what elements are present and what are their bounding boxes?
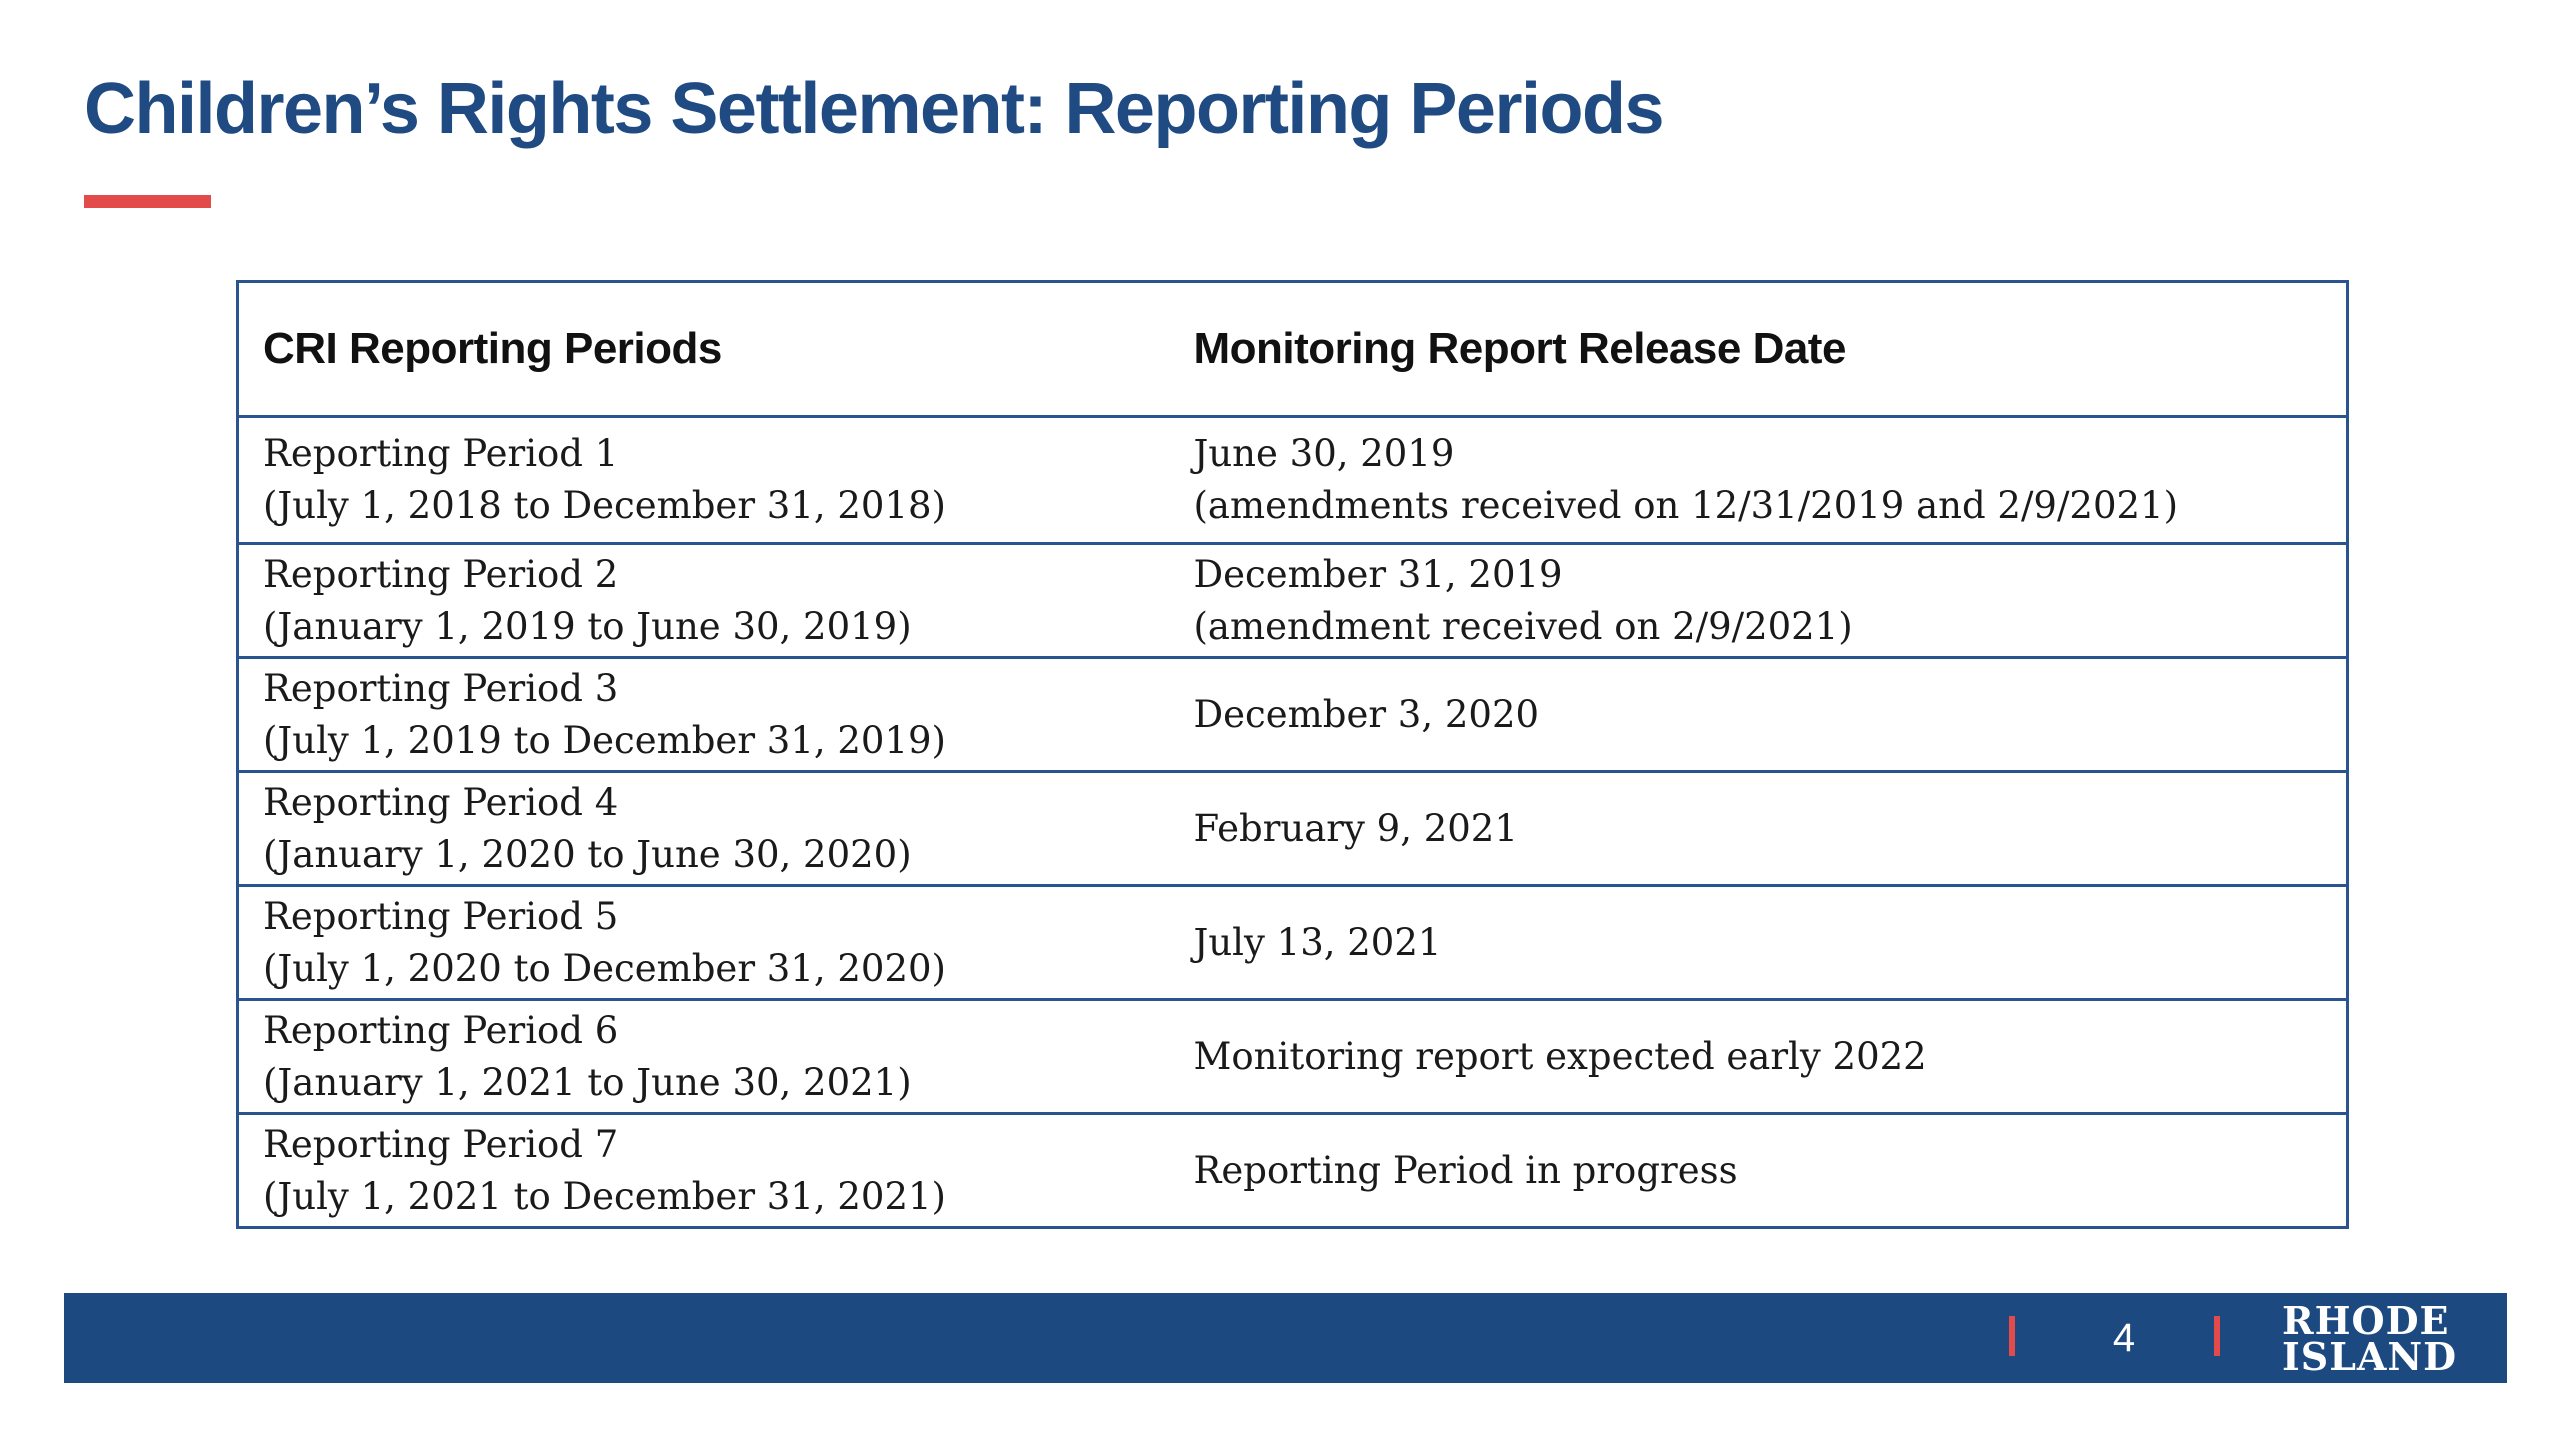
column-header: Monitoring Report Release Date — [1169, 281, 2348, 418]
page-number: 4 — [2112, 1316, 2136, 1360]
release-date: December 3, 2020 — [1193, 692, 1540, 736]
period-range: (July 1, 2021 to December 31, 2021) — [263, 1174, 946, 1218]
table-row: Reporting Period 1 (July 1, 2018 to Dece… — [238, 417, 2348, 544]
table-header-row: CRI Reporting Periods Monitoring Report … — [237, 281, 2348, 418]
release-cell: February 9, 2021 — [1169, 770, 2348, 886]
release-cell: December 3, 2020 — [1169, 656, 2348, 772]
period-cell: Reporting Period 4 (January 1, 2020 to J… — [237, 770, 1170, 886]
period-range: (July 1, 2018 to December 31, 2018) — [263, 484, 946, 527]
reporting-periods-table: CRI Reporting Periods Monitoring Report … — [236, 280, 2349, 1229]
period-name: Reporting Period 4 — [263, 780, 619, 824]
release-cell: Reporting Period in progress — [1169, 1112, 2348, 1228]
release-date: December 31, 2019 — [1193, 552, 1563, 596]
release-cell: December 31, 2019 (amendment received on… — [1169, 542, 2348, 658]
footer-divider — [2009, 1316, 2015, 1356]
period-range: (July 1, 2019 to December 31, 2019) — [263, 718, 946, 762]
period-cell: Reporting Period 2 (January 1, 2019 to J… — [237, 542, 1170, 658]
release-cell: July 13, 2021 — [1169, 884, 2348, 1000]
period-cell: Reporting Period 6 (January 1, 2021 to J… — [237, 998, 1170, 1114]
release-date: June 30, 2019 — [1193, 432, 1455, 475]
release-note: (amendments received on 12/31/2019 and 2… — [1193, 484, 2179, 527]
period-name: Reporting Period 3 — [263, 666, 619, 710]
period-name: Reporting Period 1 — [263, 432, 619, 475]
rhode-island-logo: RHODE ISLAND — [2282, 1298, 2458, 1379]
period-cell: Reporting Period 5 (July 1, 2020 to Dece… — [237, 884, 1170, 1000]
release-cell: June 30, 2019 (amendments received on 12… — [1170, 417, 2348, 544]
period-range: (January 1, 2021 to June 30, 2021) — [263, 1060, 912, 1104]
period-range: (January 1, 2019 to June 30, 2019) — [263, 604, 912, 648]
period-range: (July 1, 2020 to December 31, 2020) — [263, 946, 946, 990]
table-row: Reporting Period 6 (January 1, 2021 to J… — [237, 998, 2348, 1114]
table-row: Reporting Period 3 (July 1, 2019 to Dece… — [237, 656, 2348, 772]
logo-line: RHODE — [2282, 1298, 2450, 1343]
period-name: Reporting Period 5 — [263, 894, 619, 938]
page-title: Children’s Rights Settlement: Reporting … — [84, 69, 1665, 149]
period-name: Reporting Period 6 — [263, 1008, 619, 1052]
release-cell: Monitoring report expected early 2022 — [1169, 998, 2348, 1114]
logo-line: ISLAND — [2282, 1334, 2458, 1379]
release-note: (amendment received on 2/9/2021) — [1193, 604, 1853, 648]
column-header: CRI Reporting Periods — [237, 281, 1170, 418]
release-date: February 9, 2021 — [1193, 806, 1518, 850]
period-range: (January 1, 2020 to June 30, 2020) — [263, 832, 912, 876]
release-date: Monitoring report expected early 2022 — [1193, 1034, 1927, 1078]
release-date: Reporting Period in progress — [1193, 1148, 1738, 1192]
title-accent-bar — [84, 195, 211, 208]
release-date: July 13, 2021 — [1193, 920, 1442, 964]
table-row: Reporting Period 5 (July 1, 2020 to Dece… — [237, 884, 2348, 1000]
period-name: Reporting Period 7 — [263, 1122, 619, 1166]
period-cell: Reporting Period 7 (July 1, 2021 to Dece… — [237, 1112, 1170, 1228]
footer-divider — [2214, 1316, 2220, 1356]
footer-bar: 4 RHODE ISLAND — [64, 1293, 2507, 1383]
table-row: Reporting Period 2 (January 1, 2019 to J… — [237, 542, 2348, 658]
period-cell: Reporting Period 3 (July 1, 2019 to Dece… — [237, 656, 1170, 772]
period-name: Reporting Period 2 — [263, 552, 619, 596]
table-row: Reporting Period 4 (January 1, 2020 to J… — [237, 770, 2348, 886]
table-row: Reporting Period 7 (July 1, 2021 to Dece… — [237, 1112, 2348, 1228]
period-cell: Reporting Period 1 (July 1, 2018 to Dece… — [238, 417, 1170, 544]
